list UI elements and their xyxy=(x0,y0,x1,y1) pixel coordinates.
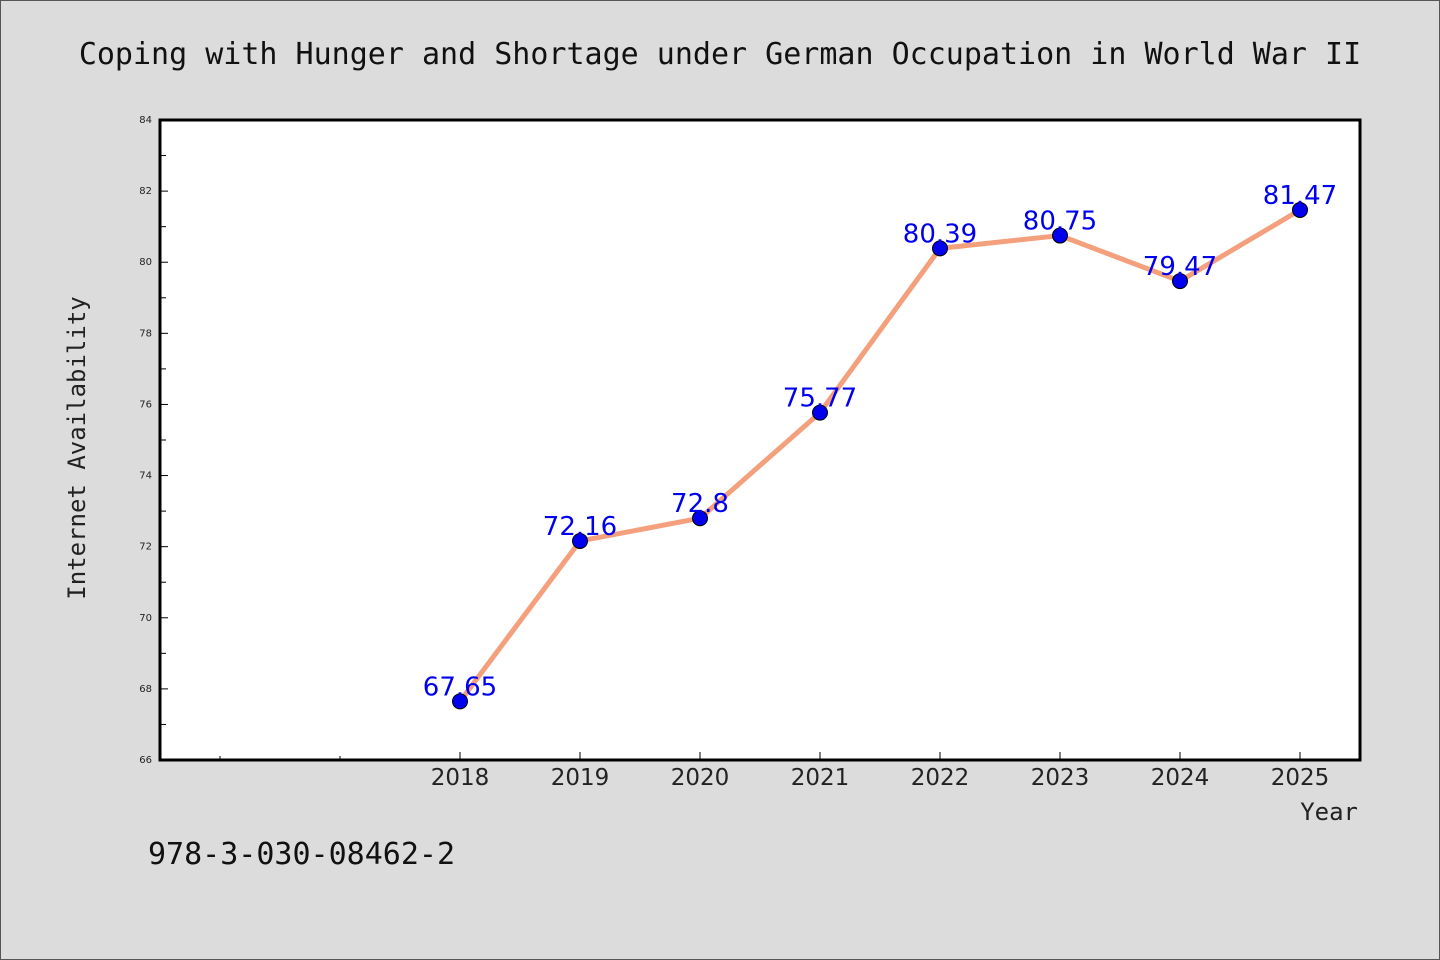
y-tick-label: 80 xyxy=(139,257,152,268)
x-tick-label: 2018 xyxy=(431,765,490,791)
data-label: 72.16 xyxy=(543,512,617,542)
x-tick-label: 2024 xyxy=(1151,765,1210,791)
y-tick-label: 68 xyxy=(139,684,152,695)
series-polyline xyxy=(457,207,1302,703)
y-tick-label: 74 xyxy=(139,471,152,482)
data-point xyxy=(1292,201,1308,218)
x-axis-label: Year xyxy=(1300,798,1358,826)
x-tick-label: 2020 xyxy=(671,765,730,791)
data-label: 79.47 xyxy=(1143,252,1217,282)
y-axis: 66 68 70 72 74 76 78 80 82 84 xyxy=(139,115,168,766)
chart-title: Coping with Hunger and Shortage under Ge… xyxy=(79,37,1361,72)
y-axis-label: Internet Availability xyxy=(63,296,91,599)
data-label: 72.8 xyxy=(671,489,729,519)
y-tick-label: 82 xyxy=(139,186,152,197)
y-tick-label: 84 xyxy=(139,115,152,126)
x-axis: 2018 2019 2020 2021 2022 2023 2024 2025 xyxy=(219,752,1330,791)
data-point xyxy=(1052,227,1068,244)
y-tick-label: 72 xyxy=(139,542,152,553)
x-tick-label: 2021 xyxy=(791,765,850,791)
data-point xyxy=(572,532,588,549)
data-point xyxy=(692,510,708,527)
data-label: 67.65 xyxy=(423,672,497,702)
data-label: 81.47 xyxy=(1263,181,1337,211)
plot-area xyxy=(158,118,1362,762)
data-point xyxy=(1172,273,1188,290)
x-tick-label: 2019 xyxy=(551,765,610,791)
data-point xyxy=(452,693,468,710)
x-tick-label: 2022 xyxy=(911,765,970,791)
series-line xyxy=(457,207,1302,703)
data-labels: 67.65 72.16 72.8 75.77 80.39 80.75 79.47 81.47 xyxy=(423,181,1337,702)
y-tick-label: 76 xyxy=(139,399,152,410)
data-points xyxy=(452,201,1308,710)
y-tick-label: 70 xyxy=(139,613,152,624)
data-label: 75.77 xyxy=(783,384,857,414)
data-label: 80.39 xyxy=(903,219,977,249)
data-point xyxy=(932,240,948,257)
isbn-text: 978-3-030-08462-2 xyxy=(148,837,455,872)
y-tick-label: 78 xyxy=(139,328,152,339)
data-point xyxy=(812,404,828,421)
y-tick-label: 66 xyxy=(139,755,152,766)
x-tick-label: 2023 xyxy=(1031,765,1090,791)
x-tick-label: 2025 xyxy=(1271,765,1330,791)
data-label: 80.75 xyxy=(1023,207,1097,237)
